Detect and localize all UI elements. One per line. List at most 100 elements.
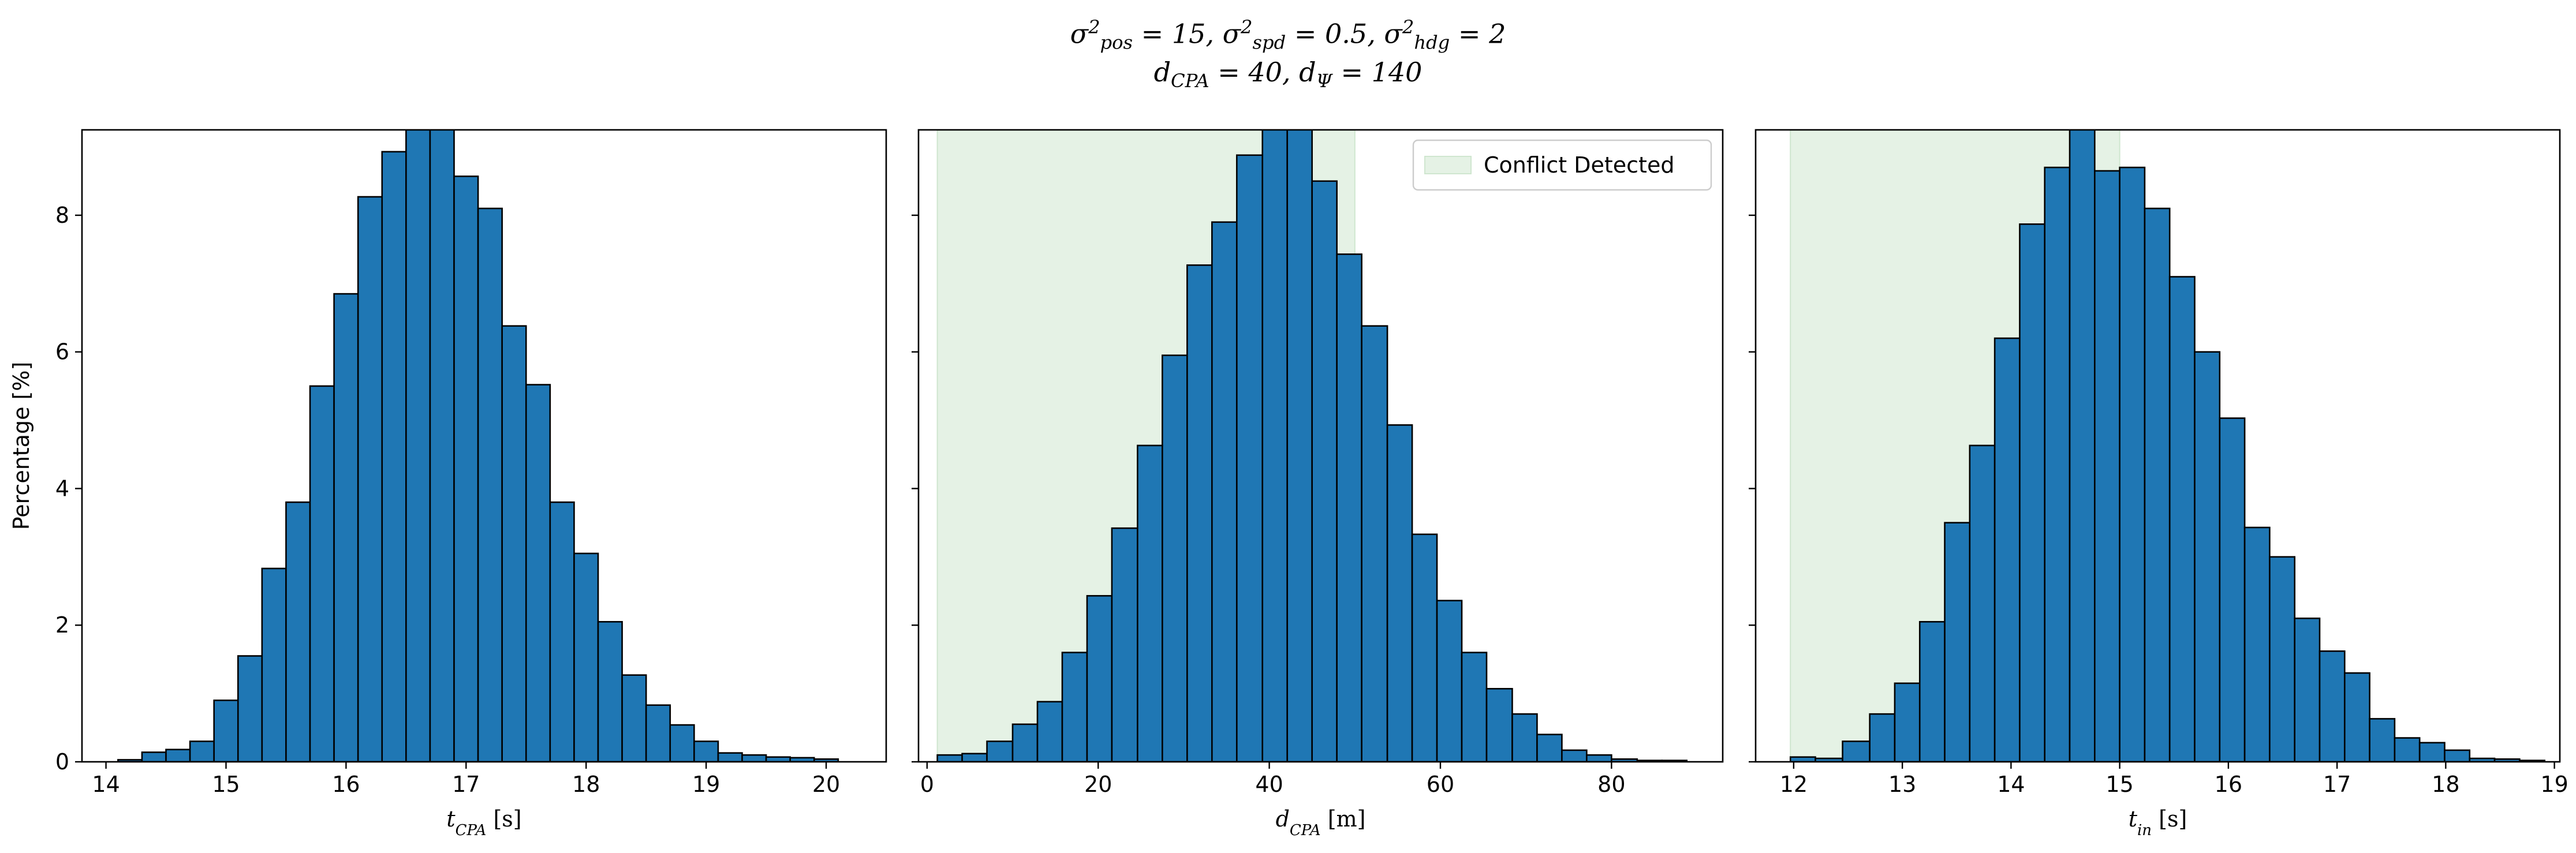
x-tick-label: 17 [2323,772,2351,797]
x-tick-label: 60 [1427,772,1454,797]
histogram-bar [1436,600,1463,762]
histogram-bar [1536,734,1563,762]
histogram-bar [1036,701,1063,762]
x-tick-label: 12 [1780,772,1808,797]
x-tick-label: 15 [212,772,240,797]
histogram-bar [1162,354,1188,762]
x-tick-label: 18 [2432,772,2459,797]
histogram-bar [669,724,695,762]
histogram-bar [2168,276,2196,762]
histogram-bar [141,751,167,762]
x-tick-label: 14 [1997,772,2025,797]
histogram-bar [2069,130,2096,762]
histogram-bar [2294,618,2321,762]
histogram-bar [1511,713,1538,762]
histogram-bar [1485,688,1513,762]
histogram-bar [2269,556,2295,762]
histogram-bar [573,552,599,762]
histogram-bar [741,754,767,762]
histogram-bar [986,740,1014,762]
y-tick-label: 0 [55,749,69,775]
histogram-bar [1386,424,1413,762]
histogram-bar [2418,742,2446,762]
histogram-bar [597,621,623,762]
histogram-bar [2319,650,2346,762]
histogram-bar [333,293,359,762]
histogram-bar [936,754,963,762]
histogram-bar [1842,740,1871,762]
histogram-bar [2044,166,2071,762]
x-tick-label: 15 [2105,772,2133,797]
histogram-bar [2394,737,2421,762]
y-tick-label: 8 [55,203,69,228]
histogram-bar [717,752,743,762]
histogram-bar [1086,595,1113,762]
histogram-bar [961,753,988,762]
x-tick-label: 16 [332,772,360,797]
x-tick-label: 16 [2215,772,2242,797]
histogram-bar [1869,713,1896,762]
histogram-bar [549,501,575,762]
axes-frame [917,129,1724,763]
histogram-bar [1286,130,1313,762]
histogram-bar [2194,351,2221,762]
histogram-bar [2094,170,2120,762]
histogram-bar [1235,154,1264,762]
histogram-bar [1061,652,1088,762]
legend-swatch [1424,156,1472,174]
histogram-bar [1969,444,1996,762]
x-tick-label: 17 [452,772,480,797]
histogram-bar [1561,749,1588,762]
histogram-bar [261,567,287,762]
histogram-bar [1918,621,1946,762]
figure-title-line2: dCPA = 40, dΨ = 140 [1153,57,1423,92]
panel-3: 12 13 14 15 16 17 18 19 tin [s] [1749,129,2568,839]
histogram-bar [237,655,263,762]
x-tick-label: 19 [2540,772,2568,797]
figure-title-line1: σ2pos = 15, σ2spd = 0.5, σ2hdg = 2 [1070,16,1506,54]
histogram-bar [693,740,719,762]
y-tick-label: 6 [55,339,69,365]
histogram-bar [2369,718,2396,762]
x-tick-label: 80 [1597,772,1625,797]
plot-area [117,130,839,762]
histogram-bar [813,758,839,762]
histogram-bar [1011,723,1039,762]
histogram-bar [1894,682,1921,762]
histogram-bar [525,384,551,762]
histogram-bar [1336,253,1362,762]
histogram-bar [2119,166,2146,762]
legend-label: Conflict Detected [1484,152,1674,178]
x-tick-label: 20 [812,772,840,797]
histogram-bar [1944,522,1971,762]
histogram-bar [2343,672,2370,762]
histogram-bar [645,704,671,762]
axes-frame [1754,129,2561,763]
x-tick-label: 19 [692,772,720,797]
histogram-bar [621,674,647,762]
histogram-bar [2243,526,2271,762]
plot-area [936,130,1688,762]
histogram-bar [189,740,215,762]
x-tick-label: 0 [920,772,934,797]
histogram-bar [165,749,191,762]
x-tick-label: 40 [1255,772,1283,797]
histogram-bar [2144,207,2171,762]
x-axis-label: tCPA [s] [446,806,521,839]
histogram-bar [357,196,383,762]
histogram-bar [2219,417,2246,762]
histogram-bar [1186,264,1213,762]
x-tick-label: 14 [92,772,120,797]
y-tick-label: 4 [55,476,69,501]
plot-area [1789,130,2545,762]
histogram-bar [1211,221,1238,762]
histogram-bar [1993,337,2021,762]
histogram-bar [381,151,407,762]
histogram-bar [309,385,335,762]
histogram-bar [1111,527,1138,762]
histogram-bar [1137,444,1163,762]
panel-1: 14 15 16 17 18 19 20 0 2 4 6 8 tCPA [s] Percentage [%… [9,129,887,839]
histogram-bar [1311,180,1338,762]
x-axis-label: dCPA [m] [1276,806,1366,839]
